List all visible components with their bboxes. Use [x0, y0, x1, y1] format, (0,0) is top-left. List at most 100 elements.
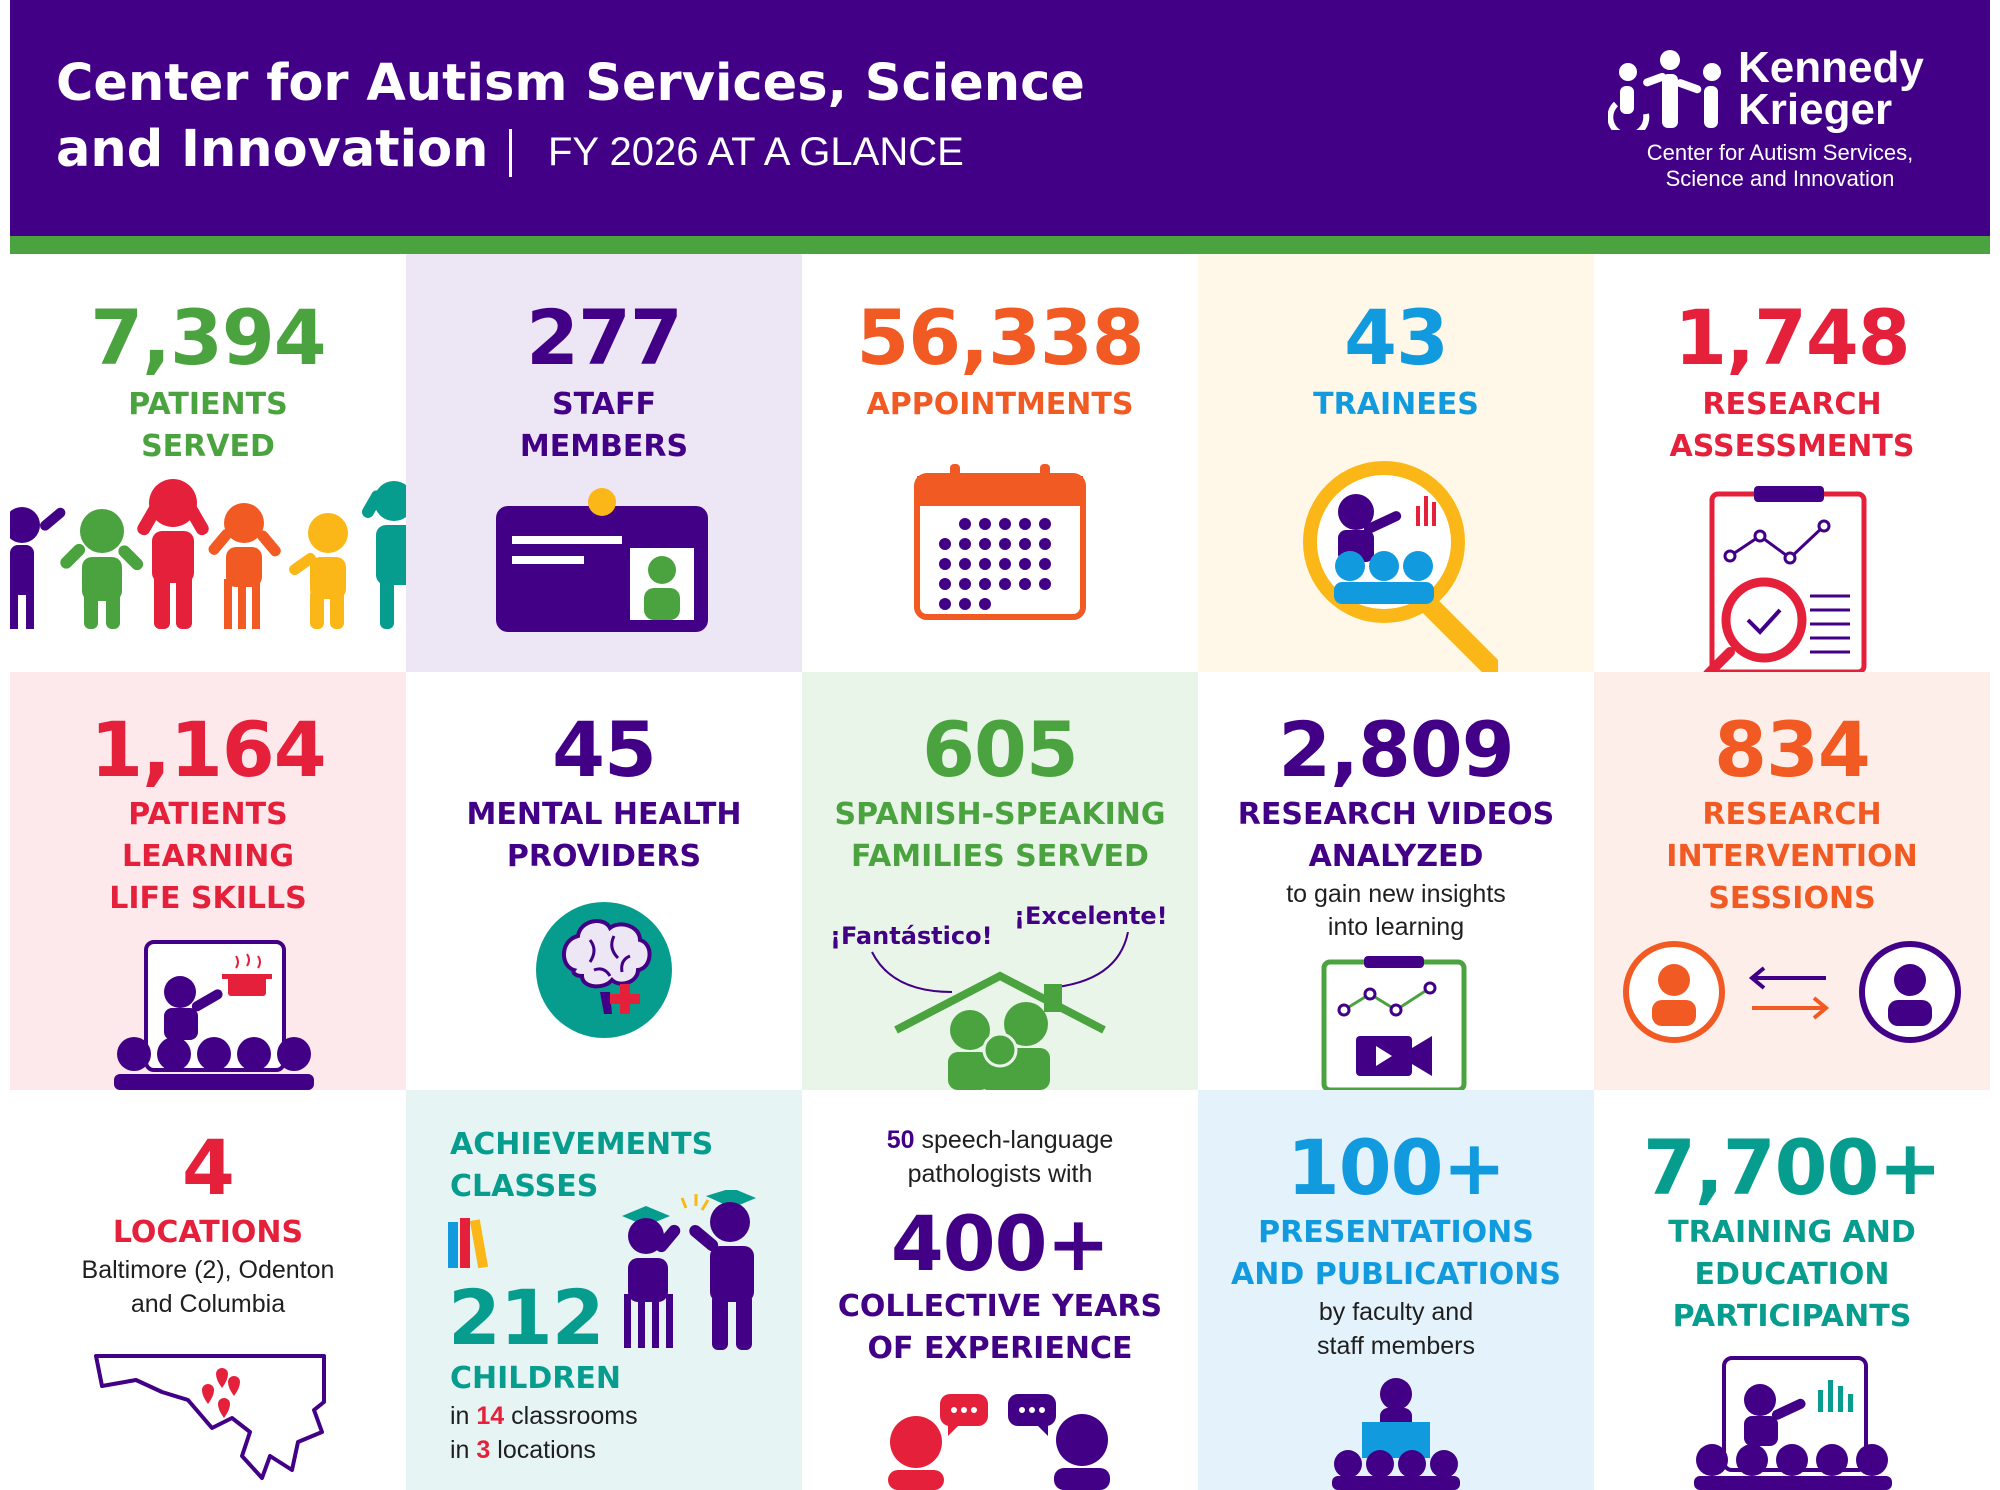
stat-sub-line1: to gain new insights — [1286, 880, 1506, 908]
stat-value: 100+ — [1286, 1123, 1506, 1212]
stat-label-line1: PATIENTS — [128, 797, 288, 832]
stat-label-line2: OF EXPERIENCE — [867, 1331, 1133, 1366]
stat-value: 1,164 — [90, 705, 326, 794]
stat-intervention-sessions: 834 RESEARCH INTERVENTION SESSIONS — [1594, 672, 1990, 1090]
stat-sub-line2: into learning — [1327, 913, 1465, 941]
stat-value: 7,394 — [90, 293, 326, 382]
children-group-icon — [10, 479, 406, 629]
stat-value: 277 — [526, 293, 683, 382]
stat-achievements-classes: ACHIEVEMENTS CLASSES 212 CHILDREN in 14 … — [406, 1090, 802, 1490]
stat-sub-line2: and Columbia — [130, 1290, 286, 1318]
stat-label-line1: STAFF — [552, 387, 656, 422]
stat-label-line3: LIFE SKILLS — [109, 881, 307, 916]
speech-bubble-excelente: ¡Excelente! — [1014, 902, 1168, 930]
kennedy-krieger-logo-icon — [1608, 50, 1721, 130]
location-count: 3 — [476, 1436, 491, 1464]
stat-presentations: 100+ PRESENTATIONS AND PUBLICATIONS by f… — [1198, 1090, 1594, 1490]
maryland-map-icon — [94, 1354, 326, 1480]
stat-label-line2: ASSESSMENTS — [1669, 429, 1915, 464]
sub1-suffix: classrooms — [504, 1402, 638, 1430]
stat-label-line1: TRAINING AND — [1668, 1215, 1916, 1250]
stat-label-line1: COLLECTIVE YEARS — [837, 1289, 1163, 1324]
books-icon — [448, 1218, 489, 1268]
stat-label-line1: ACHIEVEMENTS — [450, 1127, 714, 1162]
logo-subtitle-line2: Science and Innovation — [1665, 166, 1895, 191]
stat-trainees: 43 TRAINEES — [1198, 254, 1594, 672]
stat-research-assessments: 1,748 RESEARCH ASSESSMENTS — [1594, 254, 1990, 672]
stat-pre-line1: 50 speech-language — [802, 1124, 1198, 1157]
stat-sub-line1: Baltimore (2), Odenton — [81, 1256, 335, 1284]
stat-speech-language: 50 speech-language pathologists with 400… — [802, 1090, 1198, 1490]
stat-spanish-families: 605 SPANISH-SPEAKING FAMILIES SERVED ¡Fa… — [802, 672, 1198, 1090]
stat-label-line2: FAMILIES SERVED — [851, 839, 1149, 874]
stat-mental-health: 45 MENTAL HEALTH PROVIDERS — [406, 672, 802, 1090]
page-title-line1: Center for Autism Services, Science — [56, 54, 1085, 113]
stat-staff-members: 277 STAFF MEMBERS — [406, 254, 802, 672]
presenter-podium-icon — [1332, 1378, 1460, 1490]
stat-life-skills: 1,164 PATIENTS LEARNING LIFE SKILLS — [10, 672, 406, 1090]
stat-value: 834 — [1714, 705, 1871, 794]
stat-appointments: 56,338 APPOINTMENTS — [802, 254, 1198, 672]
stat-label-line2: ANALYZED — [1308, 839, 1484, 874]
brain-health-icon — [536, 902, 672, 1038]
stat-sub-line1: in 14 classrooms — [450, 1400, 802, 1433]
stat-label-line1: APPOINTMENTS — [866, 387, 1134, 422]
stat-value: 43 — [1344, 293, 1449, 382]
calendar-icon — [914, 464, 1086, 620]
stat-label-line2: INTERVENTION — [1666, 839, 1918, 874]
conversation-icon — [888, 1394, 1110, 1490]
sub2-suffix: locations — [490, 1436, 596, 1464]
stat-label-line2: PROVIDERS — [506, 839, 702, 874]
exchange-sessions-icon — [1623, 941, 1961, 1043]
sub1-prefix: in — [450, 1402, 477, 1430]
sub2-prefix: in — [450, 1436, 477, 1464]
stat-value: 1,748 — [1674, 293, 1910, 382]
stat-label-line3: CHILDREN — [450, 1361, 622, 1396]
stat-value: 2,809 — [1278, 705, 1514, 794]
stat-label-line1: SPANISH-SPEAKING — [834, 797, 1166, 832]
stat-patients-served: 7,394 PATIENTS SERVED — [10, 254, 406, 672]
classroom-count: 14 — [476, 1402, 505, 1430]
stat-label-line1: LOCATIONS — [112, 1215, 304, 1250]
stat-sub-line2: in 3 locations — [450, 1434, 802, 1467]
stat-label-line3: SESSIONS — [1708, 881, 1876, 916]
page-subtitle: FY 2026 AT A GLANCE — [548, 130, 964, 174]
stat-label-line1: TRAINEES — [1313, 387, 1479, 422]
stat-label-line1: RESEARCH — [1702, 387, 1882, 422]
stat-label-line1: MENTAL HEALTH — [466, 797, 742, 832]
stat-label-line2: SERVED — [141, 429, 275, 464]
stat-label-line1: PRESENTATIONS — [1258, 1215, 1534, 1250]
speech-bubble-fantastico: ¡Fantástico! — [830, 922, 993, 950]
stat-value: 7,700+ — [1642, 1123, 1942, 1212]
logo-wordmark-line2: Krieger — [1738, 85, 1893, 134]
logo-wordmark-line1: Kennedy — [1738, 43, 1924, 92]
stat-value: 212 — [448, 1273, 605, 1362]
graduates-high-five-icon — [622, 1190, 756, 1350]
stat-label-line2: AND PUBLICATIONS — [1231, 1257, 1561, 1292]
stat-value: 56,338 — [856, 293, 1144, 382]
id-badge-icon — [496, 488, 708, 632]
clipboard-magnifier-icon — [1703, 486, 1867, 672]
header-accent-bar — [10, 236, 1990, 254]
classroom-cooking-icon — [114, 940, 314, 1090]
header-banner — [10, 0, 1990, 236]
magnifying-glass-icon — [1303, 461, 1498, 672]
video-clipboard-icon — [1321, 956, 1467, 1090]
stat-label-line2: EDUCATION — [1694, 1257, 1890, 1292]
training-session-icon — [1694, 1356, 1892, 1490]
stat-label-line2: MEMBERS — [519, 429, 689, 464]
stat-value: 4 — [182, 1123, 235, 1212]
page-title-line2: and Innovation — [56, 120, 489, 179]
slp-count: 50 — [886, 1126, 915, 1154]
stat-label-line3: PARTICIPANTS — [1672, 1299, 1912, 1334]
stat-value: 400+ — [890, 1199, 1110, 1288]
stat-locations: 4 LOCATIONS Baltimore (2), Odenton and C… — [10, 1090, 406, 1490]
stat-training-participants: 7,700+ TRAINING AND EDUCATION PARTICIPAN… — [1594, 1090, 1990, 1490]
stat-sub-line1: by faculty and — [1318, 1298, 1474, 1326]
logo-subtitle-line1: Center for Autism Services, — [1646, 140, 1914, 165]
stat-label-line1: RESEARCH VIDEOS — [1237, 797, 1555, 832]
stat-label-line2: LEARNING — [122, 839, 294, 874]
stat-value: 605 — [922, 705, 1079, 794]
slp-pre-text1: speech-language — [914, 1126, 1114, 1154]
family-home-icon — [871, 932, 1129, 1090]
